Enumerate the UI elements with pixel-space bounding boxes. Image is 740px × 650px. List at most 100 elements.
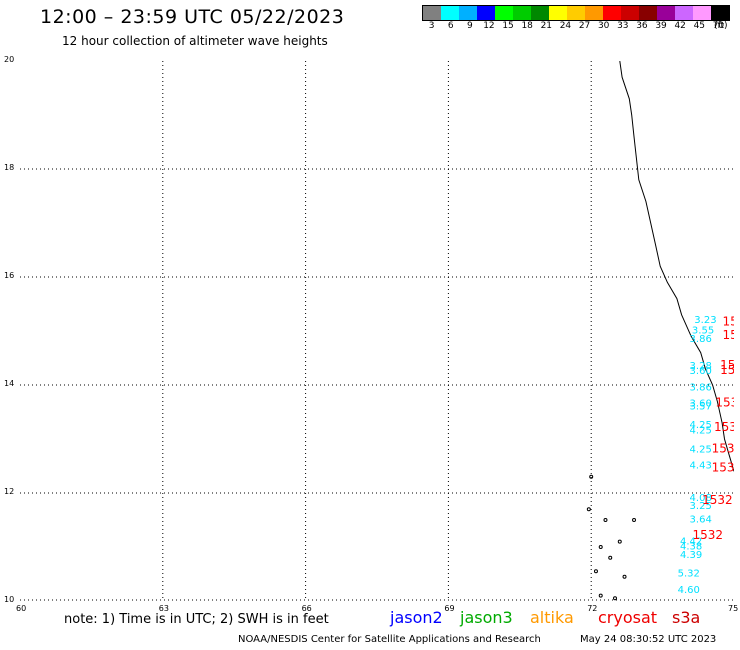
swh-value-red: 153 <box>723 328 734 342</box>
island-marker <box>632 518 637 522</box>
color-swatch <box>567 6 585 20</box>
color-swatch <box>477 6 495 20</box>
color-scale-label: 36 <box>636 21 648 31</box>
color-swatch <box>711 6 729 20</box>
lat-label: 12 <box>4 487 15 496</box>
swh-value-red: 1532 <box>712 442 734 456</box>
swh-value-red: 1532 <box>712 460 734 474</box>
swh-value-cyan: 3.23 <box>694 315 716 326</box>
mission-label-cryosat: cryosat <box>598 608 658 627</box>
swh-value-cyan: 4.25 <box>690 420 712 431</box>
color-swatch <box>675 6 693 20</box>
swh-value-red: 1532 <box>693 528 724 542</box>
swh-value-cyan: 4.43 <box>690 461 712 472</box>
lat-label: 20 <box>4 55 15 64</box>
color-swatch <box>513 6 531 20</box>
swh-value-cyan: 3.60 <box>690 399 712 410</box>
swh-value-cyan: 3.28 <box>690 361 712 372</box>
lat-label: 16 <box>4 271 15 280</box>
color-scale-label: 42 <box>674 21 686 31</box>
color-swatch <box>603 6 621 20</box>
color-swatch <box>495 6 513 20</box>
color-swatch <box>639 6 657 20</box>
wave-height-color-scale <box>422 5 730 21</box>
color-scale-unit: (ft) <box>714 21 728 31</box>
color-scale-label: 12 <box>483 21 495 31</box>
color-swatch <box>531 6 549 20</box>
mission-label-altika: altika <box>530 608 574 627</box>
color-scale-label: 70 <box>712 21 725 31</box>
color-scale-label: 45 <box>693 21 706 31</box>
island-marker <box>598 545 603 549</box>
color-scale-label: 3 <box>428 21 435 31</box>
color-swatch <box>549 6 567 20</box>
color-scale-label: 27 <box>578 21 591 31</box>
color-scale-label: 39 <box>655 21 667 31</box>
island-marker <box>608 555 613 560</box>
island-marker <box>613 596 617 601</box>
lat-label: 18 <box>4 163 15 172</box>
generated-timestamp: May 24 08:30:52 UTC 2023 <box>580 634 717 645</box>
units-note: note: 1) Time is in UTC; 2) SWH is in fe… <box>64 612 329 627</box>
lon-label: 72 <box>587 604 598 613</box>
island-marker <box>589 474 594 479</box>
swh-value-red: 153 <box>720 363 734 377</box>
color-scale-labels: 3 6 9 12 15 18 21 24 27 30 33 36 39 42 45 70 <box>422 21 728 31</box>
lat-label: 10 <box>4 595 15 604</box>
swh-value-cyan: 4.25 <box>690 426 712 437</box>
swh-value-cyan: 4.38 <box>680 542 702 553</box>
color-swatch <box>657 6 675 20</box>
swh-value-cyan: 3.86 <box>690 382 712 393</box>
color-scale-label: 33 <box>617 21 629 31</box>
swh-value-red: 153 <box>715 396 734 410</box>
swh-value-cyan: 4.60 <box>678 585 700 596</box>
island-marker <box>622 574 627 579</box>
swh-value-red: 1532 <box>714 420 734 434</box>
lat-label: 14 <box>4 379 15 388</box>
swh-value-cyan: 3.25 <box>690 501 712 512</box>
lon-label: 60 <box>16 604 27 613</box>
swh-value-red: 153 <box>723 315 734 329</box>
island-marker <box>617 539 622 544</box>
color-scale-label: 15 <box>502 21 514 31</box>
lon-label: 66 <box>301 604 312 613</box>
altimeter-map: 3.23 3.55 3.86 3.28 3.60 3.86 3.60 3.57 4.25 4.25… <box>20 61 734 601</box>
credit-text: NOAA/NESDIS Center for Satellite Applica… <box>238 634 541 645</box>
color-swatch <box>693 6 711 20</box>
mission-label-jason2: jason2 <box>390 608 443 627</box>
swh-value-cyan: 4.39 <box>680 550 702 561</box>
color-scale-label: 18 <box>521 21 533 31</box>
swh-value-cyan: 4.08 <box>690 493 712 504</box>
swh-value-cyan: 3.57 <box>690 401 712 412</box>
color-swatch <box>459 6 477 20</box>
swh-value-cyan: 5.32 <box>678 569 700 580</box>
swh-value-red: 153 <box>720 358 734 372</box>
coastline <box>619 61 734 472</box>
mission-label-jason3: jason3 <box>460 608 513 627</box>
swh-value-cyan: 3.55 <box>692 326 714 337</box>
island-marker <box>603 518 608 522</box>
color-swatch <box>423 6 441 20</box>
lon-label: 69 <box>444 604 455 613</box>
map-canvas: 3.233.553.863.283.603.863.603.574.254.25… <box>20 61 734 601</box>
swh-value-cyan: 3.86 <box>690 334 712 345</box>
island-marker <box>586 507 591 512</box>
color-swatch <box>441 6 459 20</box>
island-marker <box>598 593 603 598</box>
map-title: 12:00 – 23:59 UTC 05/22/2023 <box>40 6 345 28</box>
swh-value-cyan: 3.60 <box>690 366 712 377</box>
island-marker <box>593 569 598 574</box>
swh-value-cyan: 4.25 <box>690 445 712 456</box>
swh-value-red: 1532 <box>702 493 733 507</box>
color-scale-label: 24 <box>559 21 572 31</box>
lon-label: 63 <box>158 604 169 613</box>
color-swatch <box>585 6 603 20</box>
map-subtitle: 12 hour collection of altimeter wave hei… <box>62 34 328 48</box>
lon-label: 75 <box>728 604 739 613</box>
color-scale-label: 21 <box>540 21 553 31</box>
swh-value-cyan: 3.64 <box>690 515 712 526</box>
color-swatch <box>621 6 639 20</box>
mission-label-s3a: s3a <box>672 608 701 627</box>
color-scale-label: 30 <box>597 21 610 31</box>
color-scale-label: 9 <box>466 21 473 31</box>
